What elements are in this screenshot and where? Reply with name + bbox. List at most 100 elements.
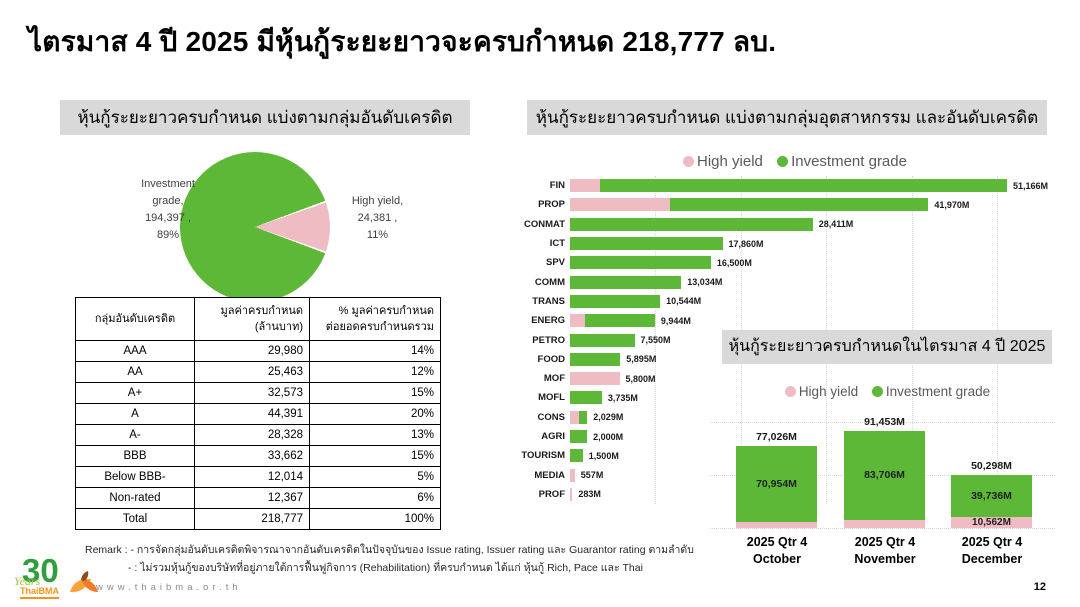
rating-table-cell: 218,777: [194, 508, 310, 530]
monthly-stacked-chart: 77,026M 70,954M 2025 Qtr 4 October 91,453M 83…: [710, 410, 1055, 595]
rating-table-row: AAA 29,980 14%: [75, 340, 441, 362]
investment-grade-segment: [570, 275, 682, 289]
remarks: Remark : - การจัดกลุ่มอันดับเครดิตพิจารณ…: [85, 542, 694, 578]
rating-table-cell: 12,014: [194, 466, 310, 488]
monthly-total-label: 77,026M: [756, 430, 797, 443]
industry-bar-row: CONMAT 28,411M: [515, 215, 1060, 234]
rating-table-cell: BBB: [75, 445, 195, 467]
rating-table-cell: A-: [75, 424, 195, 446]
industry-bar: 10,544M: [570, 294, 1060, 308]
industry-category-label: PROF: [538, 488, 565, 500]
industry-bar-chart: FIN 51,166M PROP 41,970M CONMAT 28,411M ICT 17,…: [515, 176, 1060, 506]
monthly-bar: 39,736M 10,562M: [951, 474, 1032, 528]
investment-grade-segment: 70,954M: [736, 445, 817, 522]
investment-grade-segment: [570, 430, 588, 443]
high-yield-segment: [570, 198, 670, 212]
monthly-bar: 70,954M: [736, 445, 817, 528]
industry-value-label: 5,895M: [626, 354, 657, 365]
industry-bar-row: AGRI 2,000M: [515, 427, 1060, 446]
industry-category-label: PROP: [538, 199, 565, 211]
industry-bar: 9,944M: [570, 314, 1060, 328]
logo-years-text: Years: [14, 574, 41, 588]
investment-grade-dot-icon: [777, 156, 789, 167]
industry-value-label: 16,500M: [716, 257, 752, 268]
industry-legend-investment-grade: Investment grade: [791, 153, 907, 170]
industry-category-label: CONS: [537, 411, 565, 423]
monthly-bar-column: 91,453M 83,706M: [844, 416, 925, 528]
thaibma-logo: 30 Years ThaiBMA: [12, 552, 132, 602]
monthly-bar-column: 50,298M 39,736M 10,562M: [951, 460, 1032, 528]
industry-bar: 17,860M: [570, 237, 1060, 251]
industry-bar-row: TRANS 10,544M: [515, 292, 1060, 311]
rating-table-body: AAA 29,980 14% AA 25,463 12% A+ 32,573 15% A 44,39…: [75, 340, 441, 530]
lotus-flower-icon: [70, 571, 98, 593]
rating-table-cell: AAA: [75, 340, 195, 362]
remark-line-1: Remark : - การจัดกลุ่มอันดับเครดิตพิจารณ…: [85, 544, 694, 556]
rating-table-row: Below BBB- 12,014 5%: [75, 466, 441, 488]
rating-table-cell: 15%: [309, 382, 441, 404]
industry-bar-row: MOFL 3,735M: [515, 388, 1060, 407]
monthly-legend-investment-grade: Investment grade: [885, 384, 991, 399]
rating-table-cell: Total: [75, 508, 195, 530]
industry-category-label: AGRI: [541, 431, 565, 442]
rating-table-cell: 100%: [309, 508, 441, 530]
high-yield-segment: 10,562M: [951, 516, 1032, 528]
high-yield-dot-icon: [784, 386, 796, 397]
rating-table-cell: 29,980: [194, 340, 310, 362]
left-panel-header: หุ้นกู้ระยะยาวครบกำหนด แบ่งตามกลุ่มอันดั…: [60, 100, 470, 135]
industry-value-label: 3,735M: [607, 392, 638, 403]
rating-table-header-group: กลุ่มอันดับเครดิต: [75, 297, 195, 341]
industry-category-label: CONMAT: [524, 218, 565, 230]
gridline: [710, 421, 1055, 423]
rating-table-cell: 14%: [309, 340, 441, 362]
rating-table-row: A- 28,328 13%: [75, 424, 441, 446]
investment-grade-segment: 39,736M: [951, 474, 1032, 517]
industry-bar: 1,500M: [570, 449, 1060, 463]
industry-category-label: ENERG: [531, 315, 565, 327]
rating-table-cell: 20%: [309, 403, 441, 425]
investment-grade-segment: [570, 391, 602, 405]
industry-value-label: 17,860M: [728, 238, 764, 249]
rating-pie-chart: [180, 152, 330, 302]
industry-bar-row: CONS 2,029M: [515, 408, 1060, 427]
investment-grade-segment: [570, 237, 723, 251]
monthly-legend: High yield Investment grade: [710, 384, 1055, 399]
logo-30-text: 30: [22, 552, 59, 589]
industry-value-label: 1,500M: [588, 450, 619, 461]
investment-grade-segment: 83,706M: [844, 430, 925, 520]
industry-bar: 5,895M: [570, 352, 1060, 366]
industry-bar-row: PROF 283M: [515, 485, 1060, 504]
rating-table-cell: 5%: [309, 466, 441, 488]
monthly-x-axis-label: 2025 Qtr 4 December: [961, 535, 1023, 566]
monthly-bar-column: 77,026M 70,954M: [736, 431, 817, 528]
industry-bar: 283M: [570, 487, 1060, 501]
industry-category-label: FIN: [549, 180, 565, 192]
investment-grade-segment: [669, 198, 929, 212]
investment-grade-segment: [599, 179, 1007, 193]
industry-value-label: 10,544M: [666, 296, 702, 307]
rating-table-cell: 28,328: [194, 424, 310, 446]
industry-bar-row: ICT 17,860M: [515, 234, 1060, 253]
rating-table-cell: 12%: [309, 361, 441, 383]
industry-category-label: ICT: [549, 238, 565, 250]
high-yield-segment: [570, 314, 585, 328]
industry-bar: 16,500M: [570, 256, 1060, 270]
rating-table-cell: AA: [75, 361, 195, 383]
industry-bar-row: PETRO 7,550M: [515, 330, 1060, 349]
high-yield-segment: [570, 372, 620, 386]
investment-grade-segment: [570, 256, 711, 270]
industry-value-label: 7,550M: [640, 335, 671, 346]
rating-table-head: กลุ่มอันดับเครดิต มูลค่าครบกำหนด (ล้านบา…: [75, 297, 441, 341]
website-url: www.thaibma.or.th: [96, 582, 242, 593]
rating-table-cell: 32,573: [194, 382, 310, 404]
high-yield-segment: [570, 410, 579, 424]
monthly-legend-high-yield: High yield: [798, 384, 859, 399]
monthly-panel-header: หุ้นกู้ระยะยาวครบกำหนดในไตรมาส 4 ปี 2025: [722, 330, 1052, 364]
industry-bar-row: MOF 5,800M: [515, 369, 1060, 388]
rating-table-row: Total 218,777 100%: [75, 508, 441, 530]
rating-table-cell: A+: [75, 382, 195, 404]
industry-bar: 2,029M: [570, 410, 1060, 424]
industry-category-label: MEDIA: [534, 469, 565, 481]
industry-value-label: 5,800M: [625, 373, 656, 384]
gridline: [655, 176, 657, 504]
